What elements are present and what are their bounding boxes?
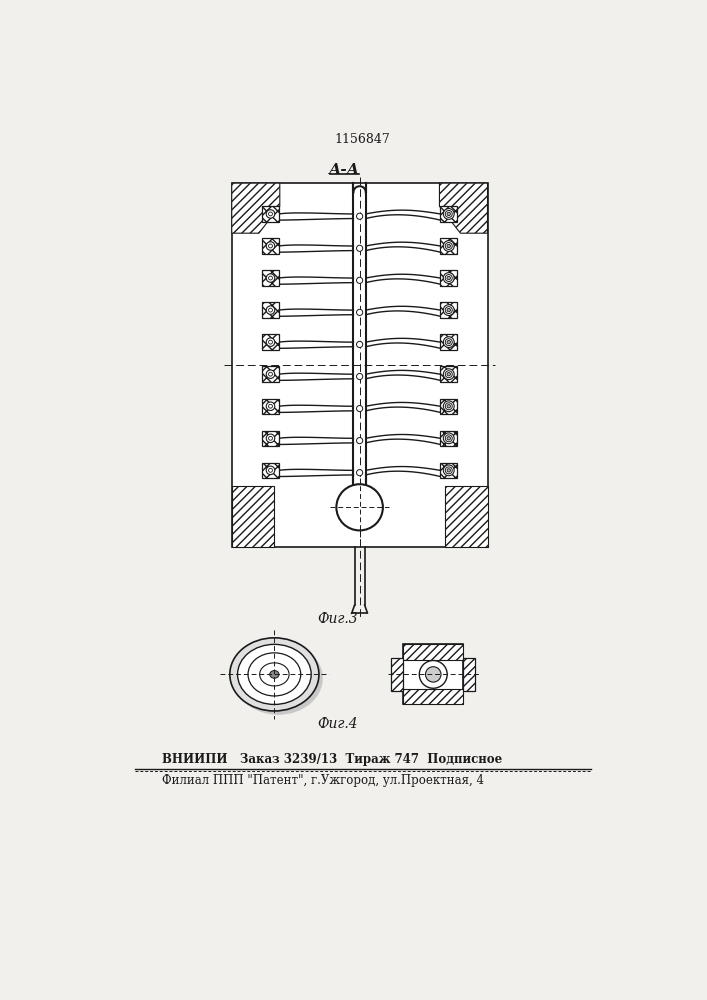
Circle shape [443, 433, 454, 444]
Bar [403, 644, 464, 704]
Circle shape [356, 470, 363, 476]
Ellipse shape [230, 638, 319, 711]
Circle shape [267, 338, 275, 346]
Bar [262, 463, 279, 478]
Ellipse shape [248, 653, 300, 696]
Polygon shape [232, 486, 274, 547]
Bar [262, 206, 279, 222]
Circle shape [445, 210, 452, 217]
Circle shape [267, 210, 275, 218]
Circle shape [267, 434, 275, 443]
Circle shape [267, 370, 275, 378]
Bar [440, 238, 457, 254]
Bar [440, 431, 457, 446]
Text: Филиал ППП "Патент", г.Ужгород, ул.Проектная, 4: Филиал ППП "Патент", г.Ужгород, ул.Проек… [162, 774, 484, 787]
Ellipse shape [259, 663, 289, 686]
Circle shape [356, 373, 363, 380]
Circle shape [445, 467, 452, 474]
Text: 1156847: 1156847 [334, 133, 390, 146]
Circle shape [267, 242, 275, 250]
Bar [262, 431, 279, 446]
Circle shape [447, 340, 450, 344]
Circle shape [445, 243, 452, 249]
Bar [262, 302, 279, 318]
Polygon shape [445, 486, 488, 547]
Circle shape [356, 309, 363, 315]
Circle shape [269, 244, 272, 248]
Circle shape [269, 436, 272, 440]
Circle shape [443, 337, 454, 348]
Circle shape [267, 466, 275, 475]
Circle shape [267, 274, 275, 282]
Bar [262, 366, 279, 382]
Circle shape [269, 308, 272, 312]
Circle shape [269, 468, 272, 472]
Circle shape [356, 213, 363, 219]
Circle shape [443, 273, 454, 283]
Circle shape [445, 403, 452, 410]
Text: Фиг.4: Фиг.4 [317, 717, 358, 731]
Circle shape [356, 277, 363, 283]
Circle shape [426, 667, 441, 682]
Circle shape [443, 305, 454, 315]
Polygon shape [232, 183, 280, 233]
Bar [403, 689, 464, 704]
Bar [262, 238, 279, 254]
Polygon shape [440, 183, 488, 233]
Bar [262, 334, 279, 350]
Ellipse shape [238, 644, 311, 704]
Circle shape [269, 340, 272, 344]
Text: Фиг.3: Фиг.3 [317, 612, 358, 626]
Bar [440, 270, 457, 286]
Bar [464, 658, 475, 691]
Bar [392, 658, 403, 691]
Circle shape [447, 437, 450, 440]
Bar [262, 270, 279, 286]
Circle shape [443, 241, 454, 251]
Circle shape [267, 306, 275, 314]
Circle shape [445, 435, 452, 442]
Circle shape [443, 401, 454, 412]
Circle shape [447, 405, 450, 408]
Circle shape [447, 308, 450, 312]
Circle shape [269, 404, 272, 408]
Circle shape [447, 212, 450, 216]
Circle shape [337, 484, 383, 530]
Bar [440, 302, 457, 318]
Ellipse shape [270, 671, 279, 678]
Bar [440, 366, 457, 382]
Circle shape [267, 402, 275, 410]
Bar [440, 399, 457, 414]
Circle shape [443, 209, 454, 219]
Circle shape [269, 212, 272, 216]
Circle shape [447, 276, 450, 280]
Circle shape [356, 341, 363, 348]
Circle shape [445, 275, 452, 282]
Circle shape [445, 339, 452, 346]
Circle shape [269, 276, 272, 280]
Circle shape [269, 372, 272, 376]
Bar [232, 183, 488, 547]
Ellipse shape [234, 642, 323, 715]
Circle shape [445, 307, 452, 314]
Circle shape [443, 369, 454, 380]
Circle shape [443, 465, 454, 476]
Circle shape [356, 438, 363, 444]
Circle shape [445, 371, 452, 378]
Text: ВНИИПИ   Заказ 3239/13  Тираж 747  Подписное: ВНИИПИ Заказ 3239/13 Тираж 747 Подписное [162, 753, 502, 766]
Circle shape [447, 373, 450, 376]
Circle shape [447, 244, 450, 248]
Text: А-А: А-А [329, 163, 360, 177]
Bar [440, 206, 457, 222]
Bar [403, 644, 464, 660]
Bar [440, 463, 457, 478]
Circle shape [356, 405, 363, 412]
Circle shape [356, 245, 363, 251]
Circle shape [419, 661, 448, 688]
Bar [440, 334, 457, 350]
Bar [262, 399, 279, 414]
Circle shape [447, 469, 450, 472]
